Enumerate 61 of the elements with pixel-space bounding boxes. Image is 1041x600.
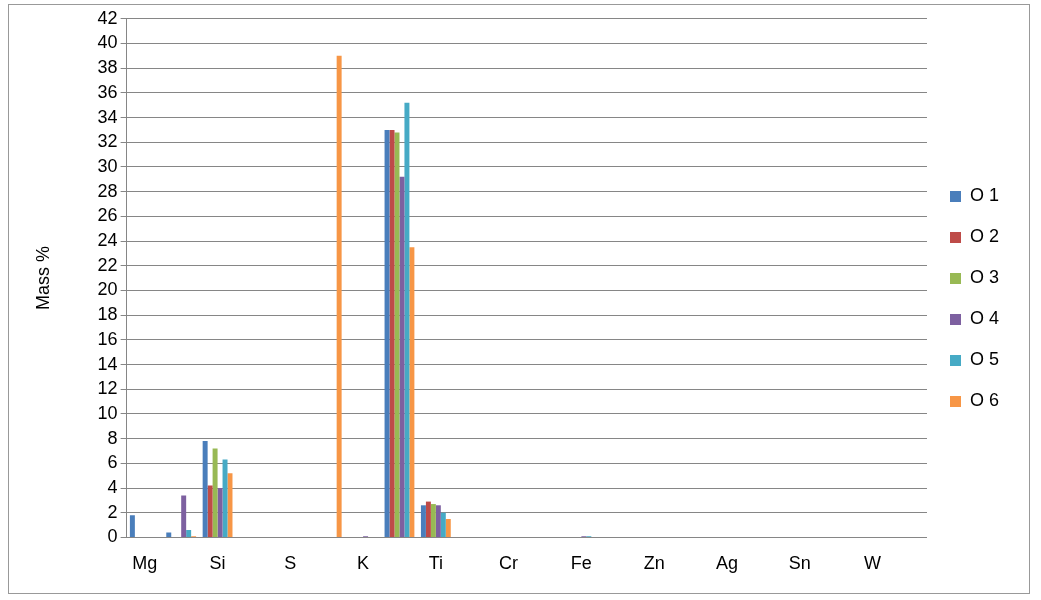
bar (404, 102, 410, 537)
y-tick-label: 28 (97, 180, 118, 201)
x-tick-label: S (284, 553, 297, 574)
x-tick-label: Ti (428, 553, 444, 574)
y-tick-label: 10 (97, 402, 118, 423)
y-tick-label: 30 (97, 155, 118, 176)
y-tick-label: 6 (107, 452, 118, 473)
bar (166, 532, 172, 537)
bar (389, 129, 395, 537)
bar (435, 505, 441, 537)
legend-label: O 2 (969, 226, 999, 247)
y-tick-label: 12 (97, 378, 118, 399)
y-tick-label: 24 (97, 230, 118, 251)
y-tick-label: 22 (97, 254, 118, 275)
x-tick-label: K (357, 553, 370, 574)
y-tick-label: 34 (97, 106, 118, 127)
y-tick-label: 42 (97, 7, 118, 28)
bar (440, 512, 446, 537)
legend-label: O 3 (969, 267, 999, 288)
bar (207, 485, 213, 537)
bar (181, 495, 187, 537)
x-tick-label: Cr (499, 553, 519, 574)
y-tick-label: 14 (97, 353, 118, 374)
x-tick-label: Mg (132, 553, 158, 574)
y-tick-label: 18 (97, 304, 118, 325)
x-tick-label: Fe (570, 553, 592, 574)
y-tick-label: 16 (97, 328, 118, 349)
y-tick-label: 4 (107, 476, 118, 497)
bar (409, 247, 415, 537)
y-tick-label: 26 (97, 205, 118, 226)
bar (202, 441, 208, 537)
bar (420, 505, 426, 537)
bar (384, 129, 390, 537)
bar (399, 176, 405, 537)
legend-label: O 1 (969, 185, 999, 206)
x-tick-label: Sn (788, 553, 811, 574)
y-tick-label: 2 (107, 501, 118, 522)
y-tick-label: 32 (97, 131, 118, 152)
y-tick-label: 8 (107, 427, 118, 448)
y-tick-label: 20 (97, 279, 118, 300)
bar (425, 501, 431, 537)
legend-label: O 5 (969, 349, 999, 370)
y-tick-label: 38 (97, 57, 118, 78)
bar (217, 488, 223, 537)
bar (336, 55, 342, 537)
x-tick-label: Si (209, 553, 226, 574)
y-tick-label: 40 (97, 32, 118, 53)
bar (445, 518, 451, 537)
bar (129, 515, 135, 537)
y-axis-title: Mass % (32, 246, 53, 311)
x-tick-label: Ag (715, 553, 738, 574)
y-tick-label: 0 (107, 526, 118, 547)
bar (430, 504, 436, 537)
y-tick-label: 36 (97, 81, 118, 102)
bar (186, 529, 192, 537)
x-tick-label: Zn (643, 553, 665, 574)
bar (222, 459, 228, 537)
bar (212, 448, 218, 537)
legend-label: O 6 (969, 390, 999, 411)
x-tick-label: W (863, 553, 881, 574)
legend-label: O 4 (969, 308, 999, 329)
